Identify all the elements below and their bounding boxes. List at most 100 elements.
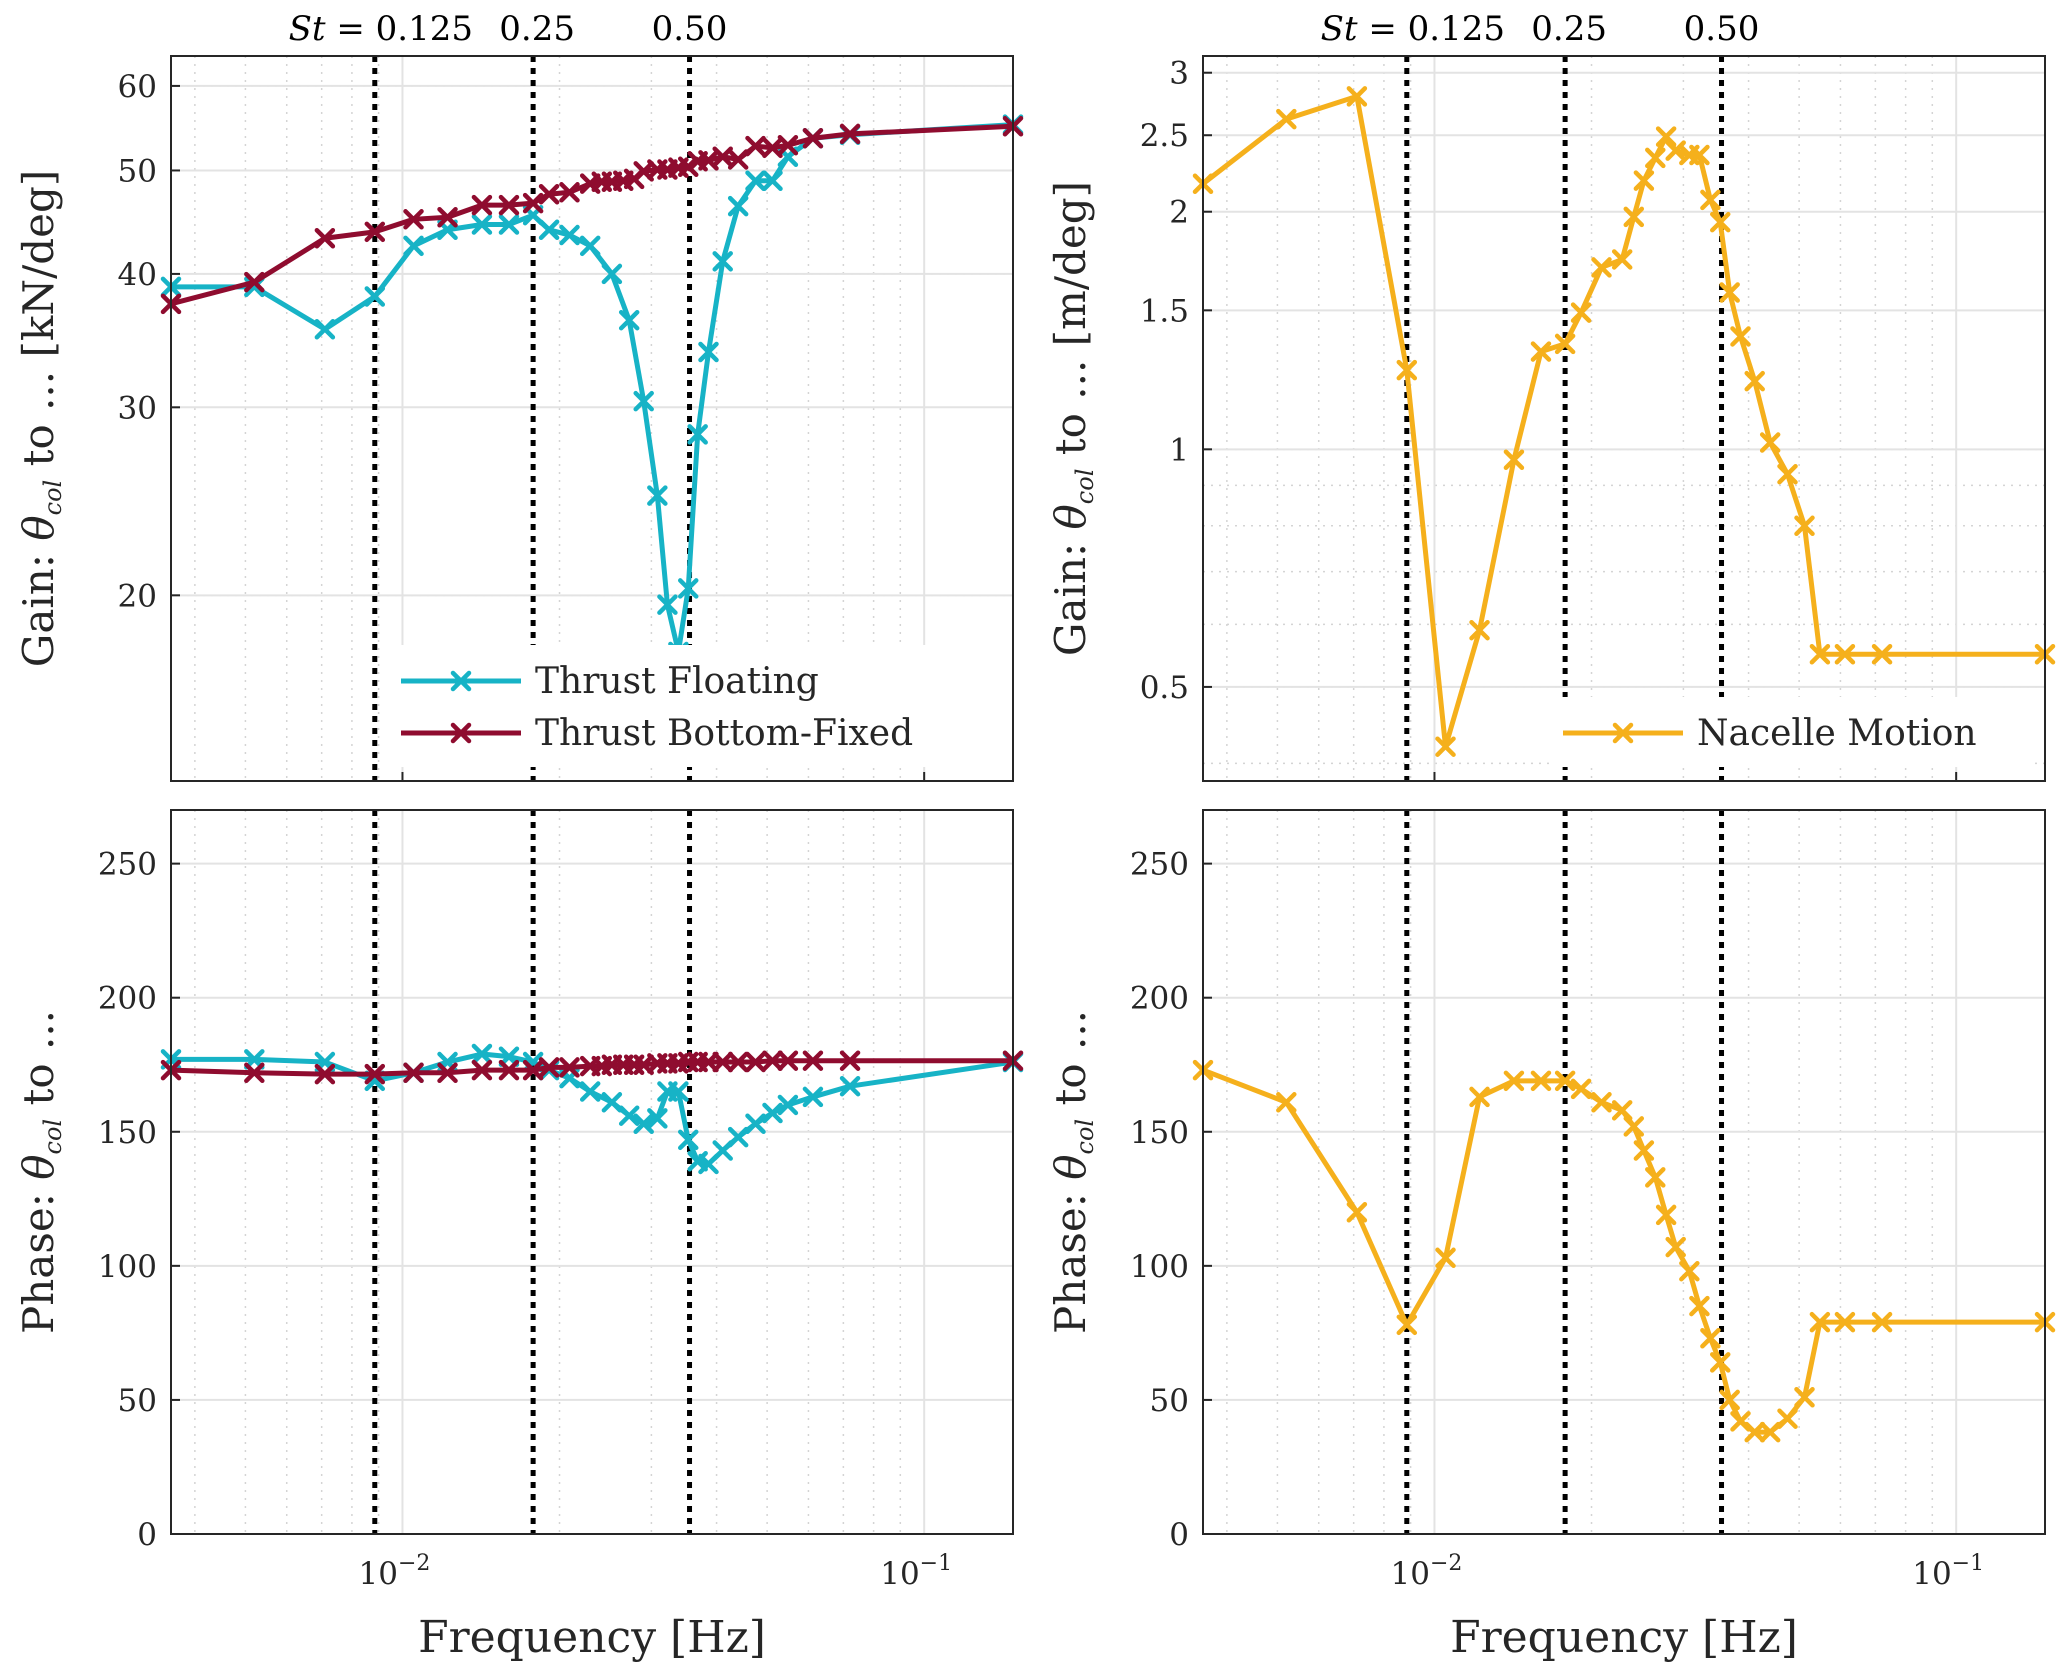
legend: Nacelle Motion (1549, 697, 2029, 767)
y-tick-label: 50 (118, 153, 157, 189)
y-tick-label: 250 (98, 847, 157, 883)
y-label-theta: θ (1046, 504, 1095, 529)
data-point (1346, 1201, 1368, 1223)
data-point (1794, 1386, 1815, 1408)
data-point (762, 170, 783, 192)
x-axis-label: Frequency [Hz] (1450, 1612, 1798, 1663)
data-point (559, 1057, 580, 1078)
legend-marker (450, 722, 472, 744)
data-point (1655, 126, 1677, 147)
data-point (1655, 1204, 1677, 1226)
data-point (471, 1059, 493, 1081)
data-point (1611, 1100, 1633, 1121)
series-line (171, 122, 1014, 655)
data-point (1554, 1070, 1576, 1092)
data-point (244, 271, 265, 293)
data-point (727, 195, 749, 217)
x-tick-label: 10−2 (359, 1551, 431, 1592)
data-point (633, 390, 654, 412)
data-point (403, 209, 424, 230)
data-point (1871, 1311, 1893, 1333)
y-tick-label: 0.5 (1140, 670, 1189, 706)
y-tick-label: 2.5 (1140, 118, 1189, 154)
data-point (314, 227, 336, 249)
data-point (762, 1102, 783, 1124)
data-point (745, 1051, 766, 1073)
y-axis-label: Gain: θcol to ... [kN/deg] (14, 170, 67, 667)
y-tick-label: 50 (118, 1383, 157, 1419)
data-point (1700, 1328, 1721, 1349)
data-point (364, 286, 386, 307)
y-axis-label: Gain: θcol to ... [m/deg] (1046, 181, 1099, 656)
x-tick-base: 10 (880, 1556, 919, 1592)
x-tick-label: 10−1 (880, 1551, 952, 1592)
data-point (1435, 736, 1456, 757)
data-point (777, 1094, 799, 1116)
y-tick-label: 1.5 (1140, 293, 1189, 329)
data-point (762, 1050, 783, 1071)
series-line (170, 123, 1014, 307)
y-tick-label: 150 (98, 1115, 157, 1151)
data-point (601, 1092, 623, 1113)
data-point (1611, 249, 1633, 270)
x-axis-label: Frequency [Hz] (418, 1612, 766, 1663)
data-point (471, 194, 493, 216)
x-tick-exponent: −2 (398, 1551, 430, 1576)
data-point (244, 1062, 265, 1084)
x-tick-exponent: −1 (920, 1551, 952, 1576)
st-label-0125: St = 0.125 (289, 9, 473, 49)
st-value-0125: = 0.125 (326, 9, 473, 49)
data-point (1809, 644, 1831, 665)
st-symbol: St (289, 9, 326, 49)
data-point (471, 214, 493, 235)
y-label-theta: θ (14, 1154, 63, 1179)
st-label-025: 0.25 (1531, 9, 1607, 49)
x-tick-exponent: −1 (1952, 1551, 1984, 1576)
data-point (437, 1062, 458, 1084)
data-point (403, 1062, 424, 1084)
data-point (314, 319, 336, 340)
data-point (698, 341, 719, 363)
data-point (1679, 1260, 1700, 1282)
y-tick-label: 50 (1150, 1383, 1189, 1419)
data-point (839, 1075, 861, 1097)
data-point (1689, 1295, 1710, 1317)
data-point (579, 1081, 601, 1102)
axes-box (170, 809, 1014, 1535)
legend-box (387, 645, 997, 767)
st-label-050: 0.50 (1684, 9, 1760, 49)
data-point (1276, 1092, 1297, 1113)
data-point (727, 1051, 749, 1073)
data-point (314, 1063, 336, 1085)
x-tick-base: 10 (359, 1556, 398, 1592)
y-tick-label: 2 (1169, 195, 1189, 231)
y-tick-label: 150 (1130, 1115, 1189, 1151)
data-point (1834, 1311, 1856, 1333)
data-point (1665, 1236, 1686, 1258)
y-tick-label: 250 (1130, 847, 1189, 883)
data-point (839, 123, 861, 145)
data-point (498, 214, 520, 235)
legend-label: Nacelle Motion (1697, 713, 1977, 754)
x-tick-base: 10 (1912, 1556, 1951, 1592)
x-tick-exponent: −2 (1430, 1551, 1462, 1576)
data-point (1530, 1070, 1552, 1092)
y-tick-label: 1 (1169, 432, 1189, 468)
data-point (633, 1113, 654, 1134)
data-point (678, 156, 699, 178)
y-label-prefix: Phase: (14, 1180, 63, 1334)
data-point (1744, 370, 1765, 392)
y-axis-label: Phase: θcol to ... (14, 1010, 67, 1334)
data-point (1469, 1086, 1490, 1108)
y-tick-label: 0 (1169, 1517, 1189, 1553)
data-point (1730, 1411, 1751, 1432)
data-point (1623, 206, 1645, 228)
data-point (1346, 86, 1368, 107)
data-point (1633, 170, 1655, 191)
y-label-prefix: Gain: (1046, 529, 1095, 656)
data-point (1396, 359, 1418, 381)
chart-top-left: 20 30 40 50 60 Gain: θcol to ... [kN/deg] St =… (14, 9, 1024, 782)
y-label-prefix: Gain: (14, 541, 63, 668)
y-tick-label: 100 (1130, 1249, 1189, 1285)
